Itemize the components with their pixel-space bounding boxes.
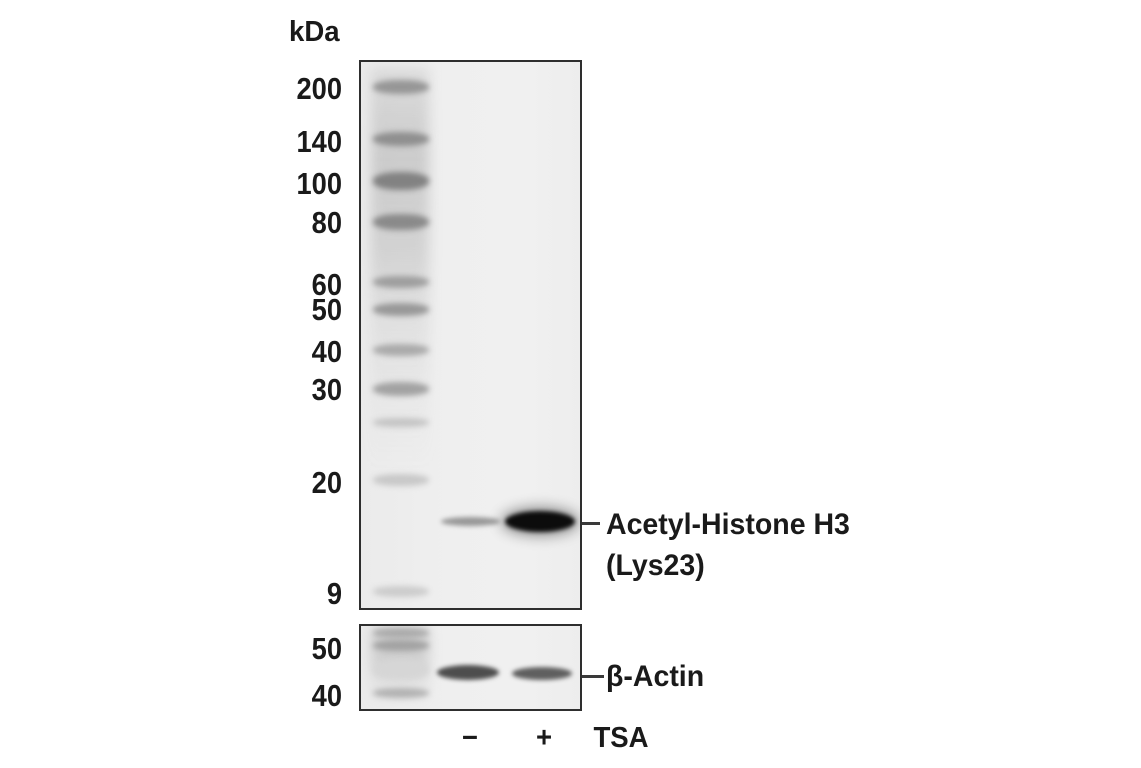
marker-20: 20 [311, 465, 342, 500]
marker-140: 140 [296, 124, 342, 159]
blot-panel-main [359, 60, 582, 610]
actin-band-minus-tsa [437, 665, 499, 680]
ladder-band-50 [373, 303, 429, 316]
acetyl-band-plus-tsa [505, 511, 575, 532]
marker-100: 100 [296, 166, 342, 201]
ladder-band-20 [373, 474, 429, 486]
lane-label-plus: + [535, 722, 553, 754]
marker-200: 200 [296, 71, 342, 106]
ladder-band-actin-top [373, 628, 429, 638]
acetyl-band-tick [582, 522, 600, 525]
kda-unit-label: kDa [289, 16, 340, 48]
acetyl-band-label-line1: Acetyl-Histone H3 [606, 508, 850, 541]
treatment-label-tsa: TSA [593, 722, 649, 754]
marker-40: 40 [311, 334, 342, 369]
acetyl-band-label-line2: (Lys23) [606, 549, 705, 582]
marker-30: 30 [311, 372, 342, 407]
actin-band-label: β-Actin [606, 660, 705, 693]
blot-panel-actin [359, 624, 582, 711]
ladder-band-actin-40 [373, 688, 429, 698]
marker-80: 80 [311, 205, 342, 240]
actin-band-tick [582, 675, 604, 678]
lane-label-minus: − [461, 722, 479, 754]
ladder-smear [371, 68, 429, 468]
actin-band-plus-tsa [512, 667, 572, 680]
acetyl-band-minus-tsa [441, 517, 500, 526]
marker-actin-50: 50 [311, 631, 342, 666]
ladder-band-actin-50 [373, 640, 429, 651]
ladder-band-80 [373, 214, 429, 230]
marker-actin-40: 40 [311, 678, 342, 713]
ladder-band-faint [373, 418, 429, 427]
acetyl-band-label: Acetyl-Histone H3 (Lys23) [606, 504, 850, 586]
ladder-band-30 [373, 382, 429, 396]
ladder-band-actin-mid [373, 660, 429, 680]
ladder-band-60 [373, 276, 429, 288]
ladder-band-140 [373, 132, 429, 146]
ladder-band-40 [373, 344, 429, 356]
ladder-band-200 [373, 80, 429, 94]
ladder-band-100 [373, 172, 429, 190]
marker-50: 50 [311, 292, 342, 327]
marker-9: 9 [326, 576, 342, 611]
ladder-band-9 [373, 586, 429, 597]
marker-60: 60 [311, 267, 342, 302]
